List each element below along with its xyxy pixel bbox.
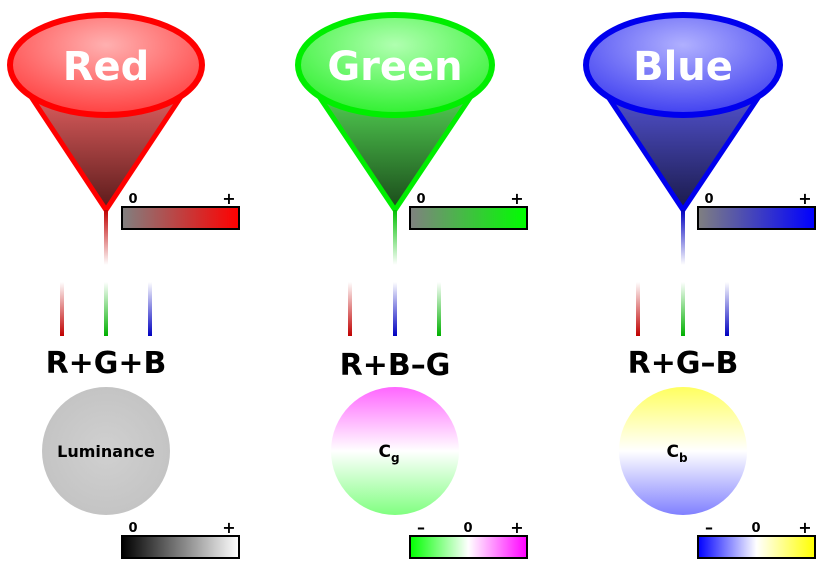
funnel-green-stem: [393, 210, 397, 265]
line-blue: [148, 282, 152, 336]
scale-zero-label: 0: [416, 192, 425, 207]
funnel-green: Green: [295, 12, 495, 213]
bottom-tick: 0: [463, 521, 472, 536]
bottom-tick: –: [417, 518, 425, 537]
scale-bar-green: 0 +: [409, 189, 528, 230]
funnel-green-top: [295, 12, 495, 118]
line-blue: [725, 282, 729, 336]
scale-plus-label: +: [510, 189, 523, 208]
line-green: [104, 282, 108, 336]
bottom-bar-cg: – 0 +: [409, 518, 528, 559]
scale-plus-label: +: [222, 189, 235, 208]
scale-bar-blue: 0 +: [697, 189, 816, 230]
funnel-blue-top: [583, 12, 783, 118]
circle-cg-main: C: [378, 442, 390, 462]
bottom-tick: +: [798, 518, 811, 537]
circle-luminance: [42, 387, 170, 515]
bottom-bar-cb: – 0 +: [697, 518, 816, 559]
scale-zero-label: 0: [128, 192, 137, 207]
formula-cb: R+G–B: [628, 346, 739, 381]
funnel-label: Green: [327, 44, 462, 90]
bottom-tick: +: [222, 518, 235, 537]
scale-zero-label: 0: [704, 192, 713, 207]
bottom-tick: 0: [128, 521, 137, 536]
channel-lines-1: [60, 282, 152, 336]
funnel-blue-stem: [681, 210, 685, 265]
circle-cb: [619, 387, 747, 515]
line-red: [348, 282, 352, 336]
bottom-bar-luminance: 0 +: [121, 518, 240, 559]
line-blue: [393, 282, 397, 336]
circle-luminance-label: Luminance: [57, 442, 155, 461]
formula-luminance: R+G+B: [46, 346, 167, 381]
line-green: [437, 282, 441, 336]
circle-cg: [331, 387, 459, 515]
funnel-red: Red: [7, 12, 205, 213]
funnel-red-top: [7, 12, 205, 118]
bottom-tick: 0: [751, 521, 760, 536]
bottom-tick: –: [705, 518, 713, 537]
scale-plus-label: +: [798, 189, 811, 208]
funnel-red-stem: [104, 210, 108, 265]
circle-cb-label: Cb: [666, 442, 687, 465]
circle-cb-main: C: [666, 442, 678, 462]
circle-cg-label: Cg: [378, 442, 399, 465]
funnel-blue: Blue: [583, 12, 783, 213]
line-red: [636, 282, 640, 336]
funnel-label: Blue: [633, 44, 733, 90]
line-green: [681, 282, 685, 336]
bottom-tick: +: [510, 518, 523, 537]
formula-cg: R+B–G: [340, 348, 451, 383]
line-red: [60, 282, 64, 336]
circle-cg-sub: g: [391, 451, 400, 465]
funnel-label: Red: [63, 44, 150, 90]
circle-cb-sub: b: [679, 451, 688, 465]
channel-lines-2: [348, 282, 441, 336]
scale-bar-red: 0 +: [121, 189, 240, 230]
channel-lines-3: [636, 282, 729, 336]
